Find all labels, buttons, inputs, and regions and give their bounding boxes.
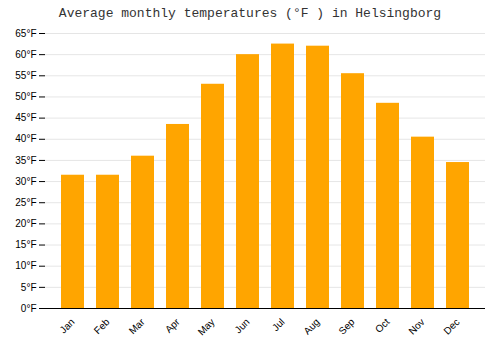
svg-text:Nov: Nov <box>406 316 426 336</box>
svg-text:Dec: Dec <box>441 316 461 336</box>
svg-text:40°F: 40°F <box>15 133 36 144</box>
html-text:Average monthly temperatures (: Average monthly temperatures (°F ) in He… <box>58 6 442 21</box>
svg-text:50°F: 50°F <box>15 91 36 102</box>
svg-text:Sep: Sep <box>336 316 357 337</box>
svg-text:Jul: Jul <box>270 316 287 333</box>
svg-text:55°F: 55°F <box>15 70 36 81</box>
svg-text:Aug: Aug <box>301 316 321 336</box>
svg-text:Feb: Feb <box>92 316 112 336</box>
svg-text:60°F: 60°F <box>15 49 36 60</box>
svg-text:30°F: 30°F <box>15 176 36 187</box>
svg-text:0°F: 0°F <box>21 303 37 314</box>
svg-text:25°F: 25°F <box>15 197 36 208</box>
svg-text:Jan: Jan <box>57 316 76 335</box>
svg-text:35°F: 35°F <box>15 155 36 166</box>
svg-text:45°F: 45°F <box>15 112 36 123</box>
svg-text:15°F: 15°F <box>15 239 36 250</box>
svg-text:Mar: Mar <box>127 316 147 336</box>
svg-text:Jun: Jun <box>232 316 251 335</box>
svg-text:Oct: Oct <box>373 316 392 335</box>
svg-text:May: May <box>196 316 217 337</box>
svg-text:5°F: 5°F <box>21 282 37 293</box>
svg-text:65°F: 65°F <box>15 28 36 39</box>
svg-text:20°F: 20°F <box>15 218 36 229</box>
svg-text:Apr: Apr <box>163 316 182 335</box>
svg-text:10°F: 10°F <box>15 260 36 271</box>
